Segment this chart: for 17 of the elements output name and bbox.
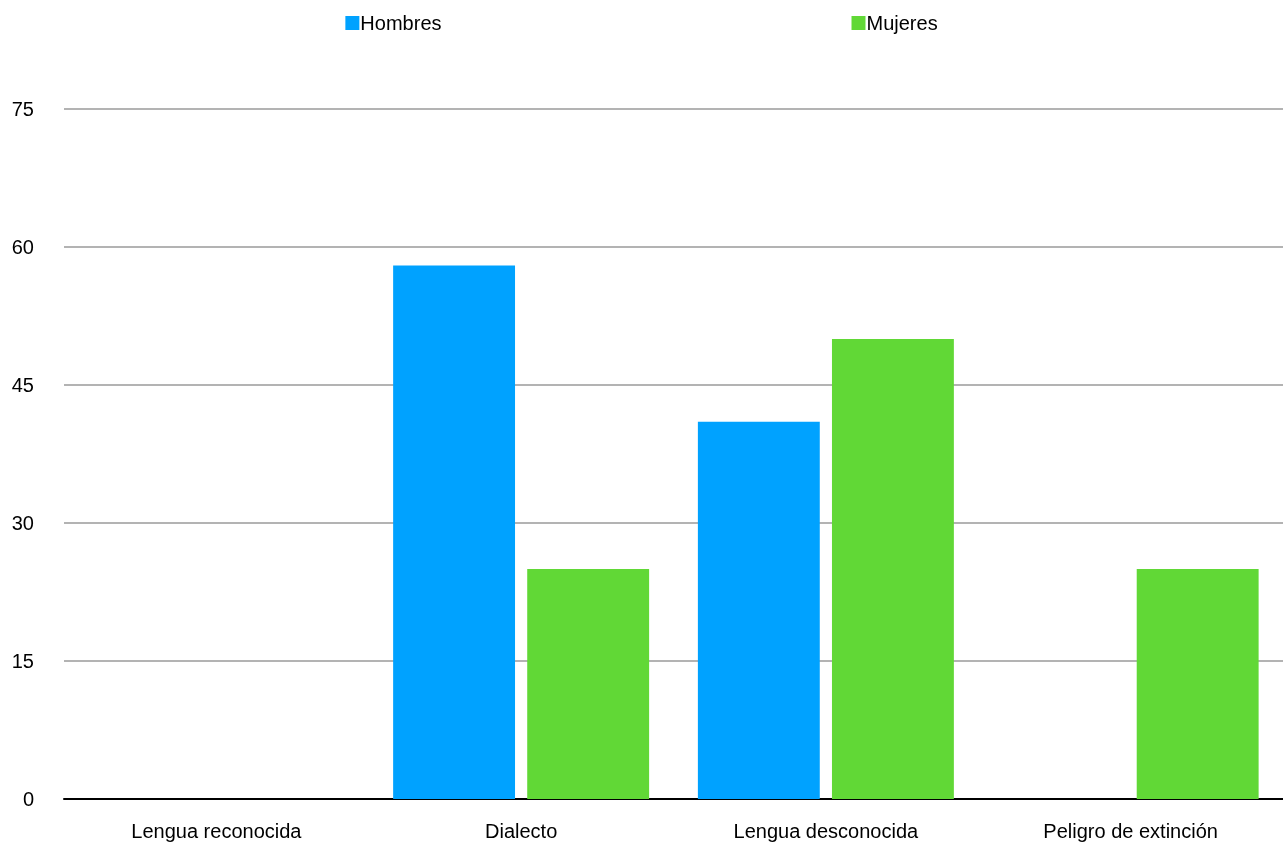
- y-tick-label: 75: [11, 98, 34, 120]
- y-tick-label: 15: [11, 650, 34, 672]
- y-tick-label: 30: [11, 512, 34, 534]
- bar: [1136, 569, 1259, 799]
- x-tick-label: Lengua desconocida: [733, 820, 920, 842]
- y-tick-label: 0: [22, 788, 34, 810]
- legend-label: Hombres: [360, 12, 442, 34]
- legend-label: Mujeres: [866, 12, 938, 34]
- bar: [697, 421, 820, 799]
- x-tick-label: Dialecto: [484, 820, 558, 842]
- x-tick-label: Peligro de extinción: [1043, 820, 1218, 842]
- bar: [831, 339, 954, 799]
- bar: [527, 569, 650, 799]
- x-tick-label: Lengua reconocida: [131, 820, 303, 842]
- y-tick-label: 45: [11, 374, 34, 396]
- bar: [393, 265, 516, 799]
- y-tick-label: 60: [11, 236, 34, 258]
